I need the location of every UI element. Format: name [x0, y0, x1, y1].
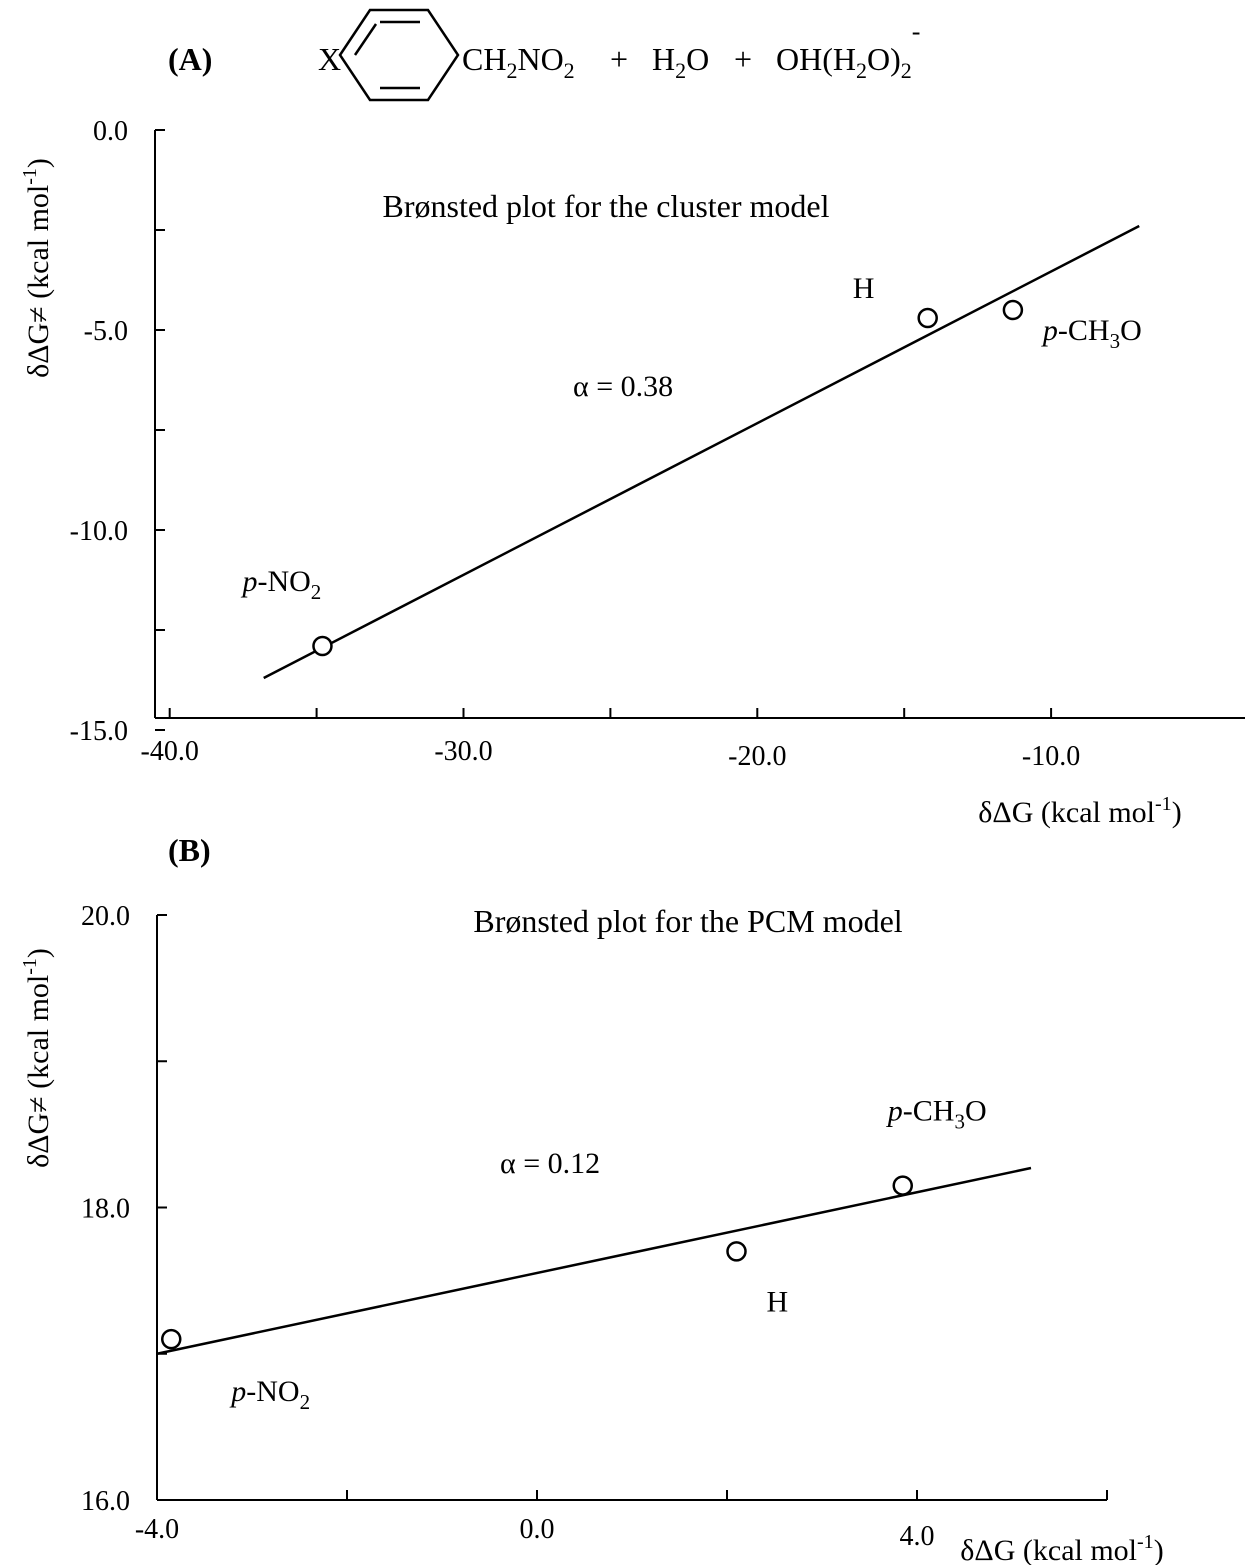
- point-label: p-NO2: [240, 565, 321, 604]
- panel-a-label: (A): [168, 41, 212, 77]
- y-axis-label: δΔG≠ (kcal mol-1): [19, 158, 55, 378]
- chart-pcm-model: Brønsted plot for the PCM model δΔG (kca…: [19, 901, 1164, 1565]
- x-tick-label: 4.0: [900, 1521, 935, 1552]
- y-axis-label: δΔG≠ (kcal mol-1): [19, 948, 55, 1168]
- data-point: [161, 1328, 182, 1350]
- data-point: [312, 635, 333, 657]
- x-tick-label: -4.0: [135, 1514, 179, 1545]
- benzene-ring-icon: [338, 8, 460, 102]
- panel-b-label: (B): [168, 832, 211, 868]
- chart-title: Brønsted plot for the PCM model: [473, 903, 902, 939]
- x-axis-label: δΔG (kcal mol-1): [960, 1531, 1163, 1565]
- y-tick-label: -10.0: [70, 516, 128, 547]
- data-point: [726, 1241, 747, 1262]
- data-point: [917, 307, 938, 329]
- x-axis-label: δΔG (kcal mol-1): [978, 793, 1181, 829]
- point-label: p-CH3O: [886, 1095, 987, 1134]
- scheme-plus-2: +: [734, 41, 752, 77]
- point-label: H: [853, 272, 875, 305]
- x-tick-label: -10.0: [1022, 741, 1080, 772]
- scheme-water: H2O: [652, 41, 709, 83]
- point-label: p-CH3O: [1041, 314, 1142, 353]
- point-label: p-NO2: [229, 1375, 310, 1414]
- alpha-annotation: α = 0.12: [500, 1147, 600, 1180]
- y-tick-label: 16.0: [81, 1486, 130, 1517]
- x-tick-label: -30.0: [434, 736, 492, 767]
- y-tick-label: -15.0: [70, 716, 128, 747]
- y-tick-label: -5.0: [84, 316, 128, 347]
- x-tick-label: -40.0: [141, 736, 199, 767]
- regression-line: [263, 224, 1140, 680]
- scheme-substrate: CH2NO2: [462, 41, 575, 83]
- chart-title: Brønsted plot for the cluster model: [382, 188, 829, 224]
- x-tick-label: 0.0: [520, 1514, 555, 1545]
- scheme-hydroxide: OH(H2O)2-: [776, 17, 920, 83]
- point-label: H: [767, 1285, 789, 1318]
- y-tick-label: 20.0: [81, 901, 130, 932]
- scheme-plus-1: +: [610, 41, 628, 77]
- alpha-annotation: α = 0.38: [573, 370, 673, 403]
- x-tick-label: -20.0: [728, 741, 786, 772]
- scheme-substituent: X: [318, 41, 341, 77]
- regression-line: [156, 1166, 1032, 1355]
- data-point: [1002, 299, 1024, 321]
- data-point: [892, 1175, 913, 1196]
- y-tick-label: 0.0: [93, 116, 128, 147]
- chart-cluster-model: Brønsted plot for the cluster model δΔG …: [19, 116, 1245, 829]
- y-tick-label: 18.0: [81, 1194, 130, 1225]
